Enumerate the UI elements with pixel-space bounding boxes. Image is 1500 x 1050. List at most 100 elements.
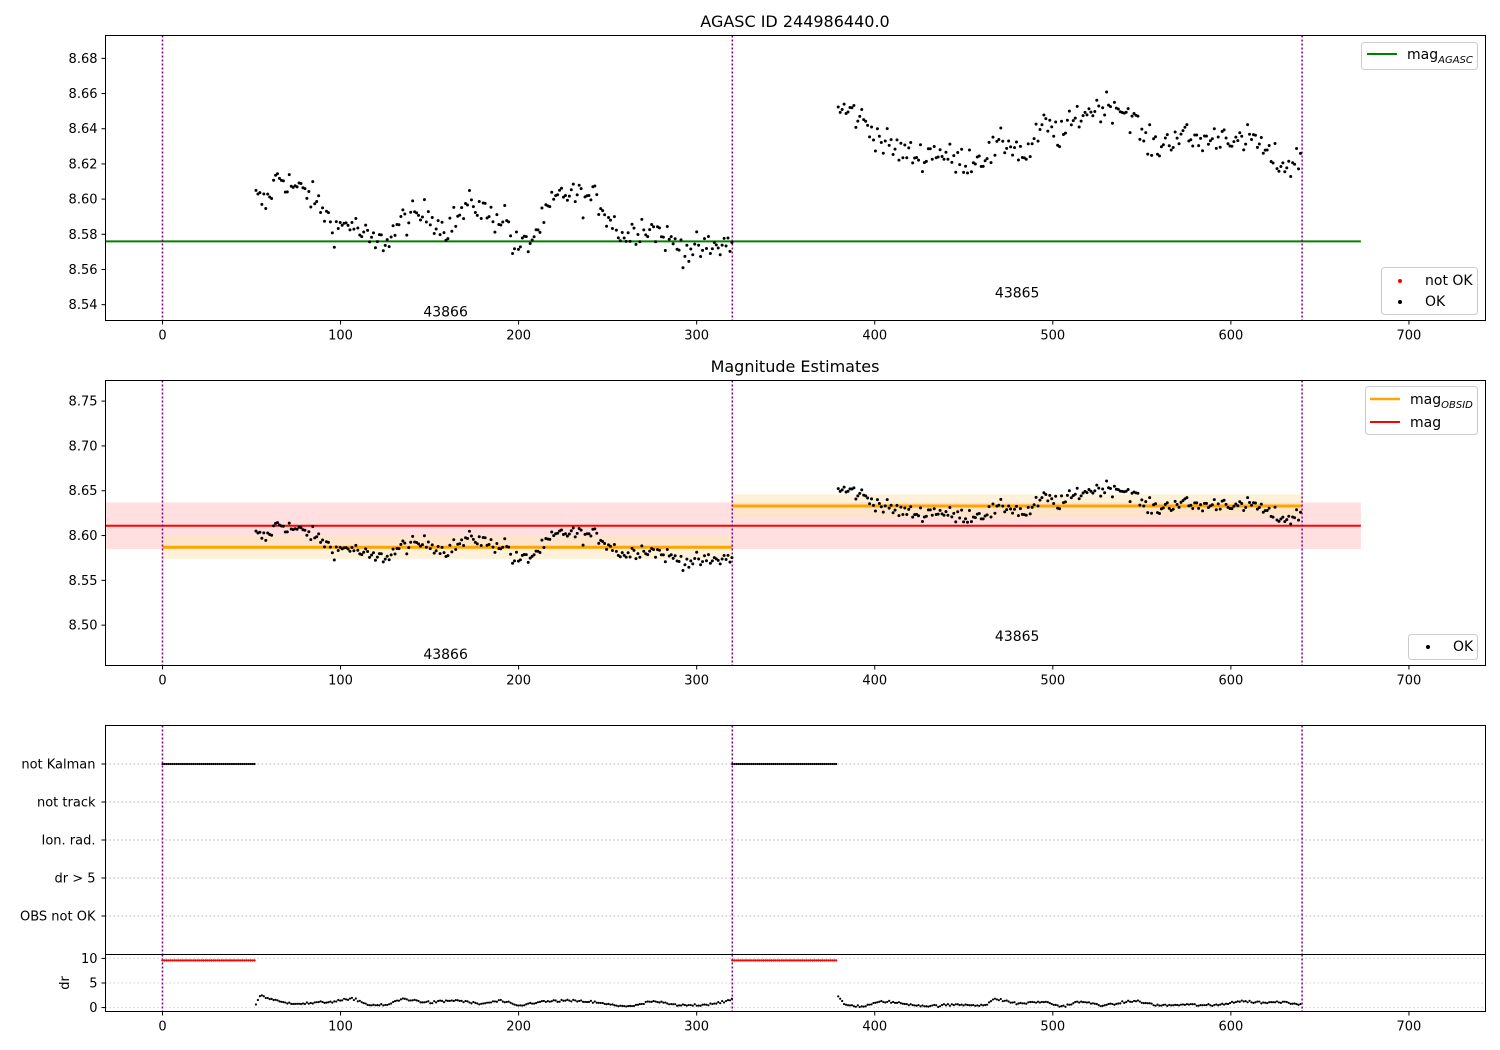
ok-point bbox=[311, 525, 315, 529]
obsid-label-43866: 43866 bbox=[423, 305, 468, 321]
ok-point bbox=[671, 242, 675, 246]
dr-point bbox=[1191, 1003, 1194, 1006]
ok-point bbox=[426, 210, 430, 214]
ok-point bbox=[442, 551, 446, 555]
dr-point bbox=[462, 1001, 465, 1004]
flag-category-label: not track bbox=[37, 796, 96, 811]
dr-point bbox=[1138, 1000, 1141, 1003]
x-tick-label: 400 bbox=[862, 674, 887, 689]
ok-point bbox=[354, 216, 358, 220]
dr-point bbox=[415, 999, 418, 1002]
ok-point bbox=[1018, 144, 1022, 148]
dr-point bbox=[1091, 1002, 1094, 1005]
ok-point bbox=[864, 494, 868, 498]
dr-point bbox=[513, 1003, 516, 1006]
ok-point bbox=[405, 233, 409, 237]
ok-point bbox=[608, 544, 612, 548]
ok-point bbox=[1026, 505, 1030, 509]
ok-point bbox=[1197, 144, 1201, 148]
ok-point bbox=[1298, 510, 1302, 514]
ok-point bbox=[1067, 109, 1071, 113]
ok-point bbox=[1232, 504, 1236, 508]
dr-point bbox=[1221, 1002, 1224, 1005]
dr-point bbox=[454, 999, 457, 1002]
ok-point bbox=[648, 228, 652, 232]
ok-point bbox=[999, 497, 1003, 501]
x-tick-label: 100 bbox=[328, 674, 353, 689]
dr-point bbox=[1148, 1002, 1151, 1005]
ok-point bbox=[954, 520, 958, 524]
x-tick-label: 500 bbox=[1040, 329, 1065, 344]
dr-capped-point bbox=[222, 959, 225, 962]
dr-point bbox=[1203, 1004, 1206, 1007]
dr-point bbox=[536, 1001, 540, 1004]
dr-point bbox=[670, 1002, 673, 1006]
ok-point bbox=[644, 233, 648, 237]
dr-point bbox=[270, 997, 273, 1000]
dr-point bbox=[1103, 1004, 1106, 1007]
ok-point bbox=[285, 190, 289, 194]
dr-capped-point bbox=[797, 959, 801, 962]
dr-point bbox=[940, 1003, 944, 1007]
ok-point bbox=[899, 141, 903, 145]
dr-point bbox=[617, 1005, 620, 1008]
ok-point bbox=[860, 488, 864, 492]
dr-point bbox=[456, 999, 459, 1002]
legend-ok: not OK OK bbox=[1381, 267, 1478, 315]
flag-point bbox=[821, 762, 824, 766]
flag-point bbox=[212, 762, 215, 766]
ok-point bbox=[1191, 144, 1195, 148]
dr-point bbox=[374, 1004, 377, 1007]
ok-point bbox=[724, 244, 728, 248]
y-tick-label: 8.66 bbox=[69, 87, 98, 102]
dr-point bbox=[946, 1003, 950, 1006]
dr-point bbox=[1119, 1002, 1122, 1005]
ok-point bbox=[1253, 501, 1257, 505]
ok-point bbox=[1154, 135, 1158, 139]
ok-point bbox=[375, 240, 379, 244]
dr-point bbox=[730, 997, 734, 1000]
dr-point bbox=[1240, 999, 1243, 1002]
ok-point bbox=[577, 183, 581, 187]
dr-point bbox=[278, 1000, 281, 1003]
legend-agasc-label: magAGASC bbox=[1407, 47, 1473, 66]
dr-point bbox=[935, 1004, 938, 1007]
legend-mag-label: mag bbox=[1410, 415, 1441, 431]
ok-point bbox=[330, 231, 334, 235]
ok-point bbox=[579, 528, 583, 532]
ok-point bbox=[409, 210, 413, 214]
dr-point bbox=[958, 1004, 961, 1007]
ok-point bbox=[938, 508, 942, 512]
ok-point bbox=[622, 553, 626, 557]
dr-capped-point bbox=[192, 959, 196, 962]
ok-point bbox=[650, 222, 654, 226]
dr-point bbox=[327, 1001, 330, 1004]
dr-point bbox=[1295, 1002, 1298, 1006]
dr-point bbox=[713, 1002, 716, 1005]
dr-point bbox=[1291, 1002, 1294, 1005]
ok-point bbox=[891, 152, 895, 156]
ok-point bbox=[1099, 494, 1103, 498]
ok-point bbox=[885, 498, 889, 502]
dr-capped-point bbox=[766, 959, 769, 962]
ok-point bbox=[1195, 501, 1199, 505]
ok-point bbox=[946, 513, 950, 517]
ok-point bbox=[489, 205, 493, 209]
ok-point bbox=[634, 242, 638, 246]
ok-point bbox=[511, 561, 515, 565]
dr-point bbox=[999, 997, 1002, 1001]
dr-point bbox=[1033, 1001, 1036, 1004]
dr-capped-point bbox=[834, 959, 838, 962]
dr-point bbox=[437, 999, 440, 1003]
dr-point bbox=[1156, 1003, 1159, 1006]
ok-point bbox=[981, 164, 985, 168]
dr-point bbox=[987, 1001, 991, 1004]
ok-point bbox=[326, 540, 330, 544]
ok-point bbox=[642, 549, 646, 553]
ok-point bbox=[1214, 508, 1218, 512]
dr-point bbox=[1238, 1000, 1241, 1003]
dr-point bbox=[354, 997, 357, 1000]
dr-point bbox=[558, 1000, 561, 1003]
ok-point bbox=[917, 514, 921, 518]
ok-point bbox=[528, 241, 532, 245]
